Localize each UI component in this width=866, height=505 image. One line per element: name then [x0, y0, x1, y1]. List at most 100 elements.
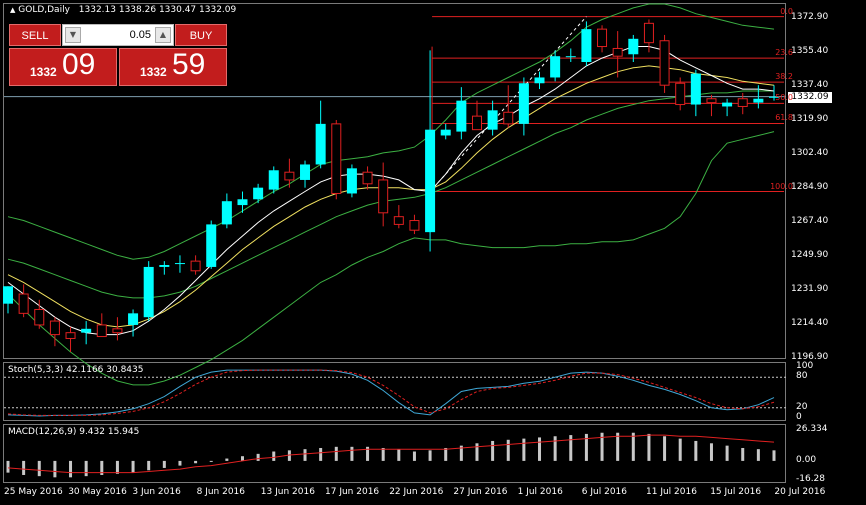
buy-button[interactable]: BUY [175, 24, 227, 46]
candle-body [159, 265, 170, 267]
macd-histogram-bar [366, 446, 370, 461]
stochastic-main-line [7, 369, 775, 417]
stochastic-axis-label: 0 [796, 412, 802, 422]
date-axis-label: 30 May 2016 [68, 487, 127, 497]
macd-pane[interactable] [3, 424, 786, 483]
candle-body [425, 129, 436, 233]
macd-histogram-bar [350, 446, 354, 461]
macd-histogram-bar [162, 460, 166, 468]
candle-body [753, 98, 764, 103]
candle-body [706, 98, 717, 104]
macd-histogram-bar [412, 451, 416, 461]
macd-histogram-bar [178, 460, 182, 466]
macd-histogram-bar [6, 460, 10, 473]
date-axis-label: 27 Jun 2016 [453, 487, 508, 497]
collapse-triangle-icon[interactable]: ▲ [10, 6, 16, 14]
macd-histogram-bar [53, 460, 57, 478]
candle-body [440, 129, 451, 136]
macd-histogram-bar [647, 433, 651, 461]
lot-size-stepper[interactable]: ▼ 0.05 ▲ [62, 24, 174, 46]
candle-body [190, 260, 201, 272]
price-axis-label: 1319.90 [791, 114, 829, 125]
date-axis-label: 25 May 2016 [4, 487, 63, 497]
sell-price-pips: 09 [62, 48, 96, 81]
price-axis-label: 1284.90 [791, 181, 829, 192]
macd-histogram-bar [506, 439, 510, 461]
candle-body [409, 220, 420, 231]
lot-increase-icon[interactable]: ▲ [155, 27, 171, 43]
macd-histogram-bar [553, 436, 557, 461]
macd-histogram-bar [756, 449, 760, 461]
candle-body [315, 123, 326, 165]
slow-moving-average-line [7, 65, 775, 328]
date-axis-label: 8 Jun 2016 [196, 487, 246, 497]
macd-histogram-bar [194, 460, 198, 464]
candle-body [221, 201, 232, 225]
candle-body [518, 83, 529, 124]
macd-histogram-bar [303, 449, 307, 461]
bollinger-lower-line [7, 131, 775, 386]
candle-body [346, 168, 357, 194]
macd-axis-label: 0.00 [796, 454, 817, 465]
candle-body [300, 164, 311, 180]
macd-histogram-bar [381, 447, 385, 461]
macd-histogram-bar [538, 437, 542, 461]
candle-body [769, 96, 779, 98]
candle-body [362, 171, 373, 185]
macd-histogram-bar [522, 438, 526, 461]
candle-body [206, 224, 217, 267]
macd-signal-line [7, 434, 775, 474]
lot-size-input[interactable]: 0.05 [129, 29, 151, 41]
fast-moving-average-line [7, 46, 775, 336]
buy-price-prefix: 1332 [140, 65, 167, 79]
macd-histogram-bar [631, 432, 635, 461]
candle-body [284, 171, 295, 181]
chart-title: ▲ GOLD,Daily 1332.13 1338.26 1330.47 133… [10, 5, 236, 15]
macd-histogram-bar [475, 443, 479, 461]
stochastic-pane[interactable] [3, 362, 786, 421]
macd-histogram-bar [428, 450, 432, 461]
candle-body [128, 313, 139, 325]
macd-histogram-bar [584, 433, 588, 461]
lot-decrease-icon[interactable]: ▼ [65, 27, 81, 43]
sell-button[interactable]: SELL [9, 24, 61, 46]
one-click-trading-panel: SELL ▼ 0.05 ▲ BUY 1332 09 1332 59 [9, 24, 227, 88]
candle-body [34, 308, 45, 326]
candle-body [378, 179, 389, 214]
candle-body [456, 100, 467, 132]
candle-body [65, 332, 76, 339]
date-axis-label: 13 Jun 2016 [260, 487, 315, 497]
macd-histogram-bar [491, 440, 495, 461]
candle-body [659, 40, 670, 86]
macd-label: MACD(12,26,9) 9.432 15.945 [8, 427, 140, 437]
macd-histogram-bar [100, 460, 104, 475]
macd-histogram-bar [616, 432, 620, 461]
candle-body [612, 47, 623, 57]
price-axis-label: 1302.40 [791, 148, 829, 159]
candle-body [18, 293, 29, 314]
date-axis-label: 1 Jul 2016 [517, 487, 563, 497]
date-axis-label: 15 Jul 2016 [710, 487, 762, 497]
price-axis-label: 1231.90 [791, 284, 829, 295]
macd-histogram-bar [725, 445, 729, 461]
macd-histogram-bar [694, 440, 698, 461]
sell-price-quote[interactable]: 1332 09 [9, 48, 117, 86]
price-axis-label: 1196.90 [791, 352, 829, 362]
macd-histogram-bar [84, 460, 88, 477]
buy-price-quote[interactable]: 1332 59 [119, 48, 227, 86]
candle-body [581, 29, 592, 63]
symbol-title: GOLD,Daily [18, 5, 70, 15]
macd-histogram-bar [287, 450, 291, 461]
macd-axis-label: 26.334 [796, 424, 828, 434]
date-axis-label: 20 Jul 2016 [774, 487, 826, 497]
fibonacci-level-label: 0.0 [780, 6, 793, 16]
candle-body [81, 328, 92, 333]
stochastic-label: Stoch(5,3,3) 42.1166 30.8435 [8, 365, 144, 375]
stochastic-axis-label: 80 [796, 371, 808, 382]
macd-histogram-bar [569, 435, 573, 461]
macd-histogram-bar [678, 438, 682, 461]
price-chart-pane[interactable] [3, 3, 786, 359]
candle-body [550, 56, 561, 78]
